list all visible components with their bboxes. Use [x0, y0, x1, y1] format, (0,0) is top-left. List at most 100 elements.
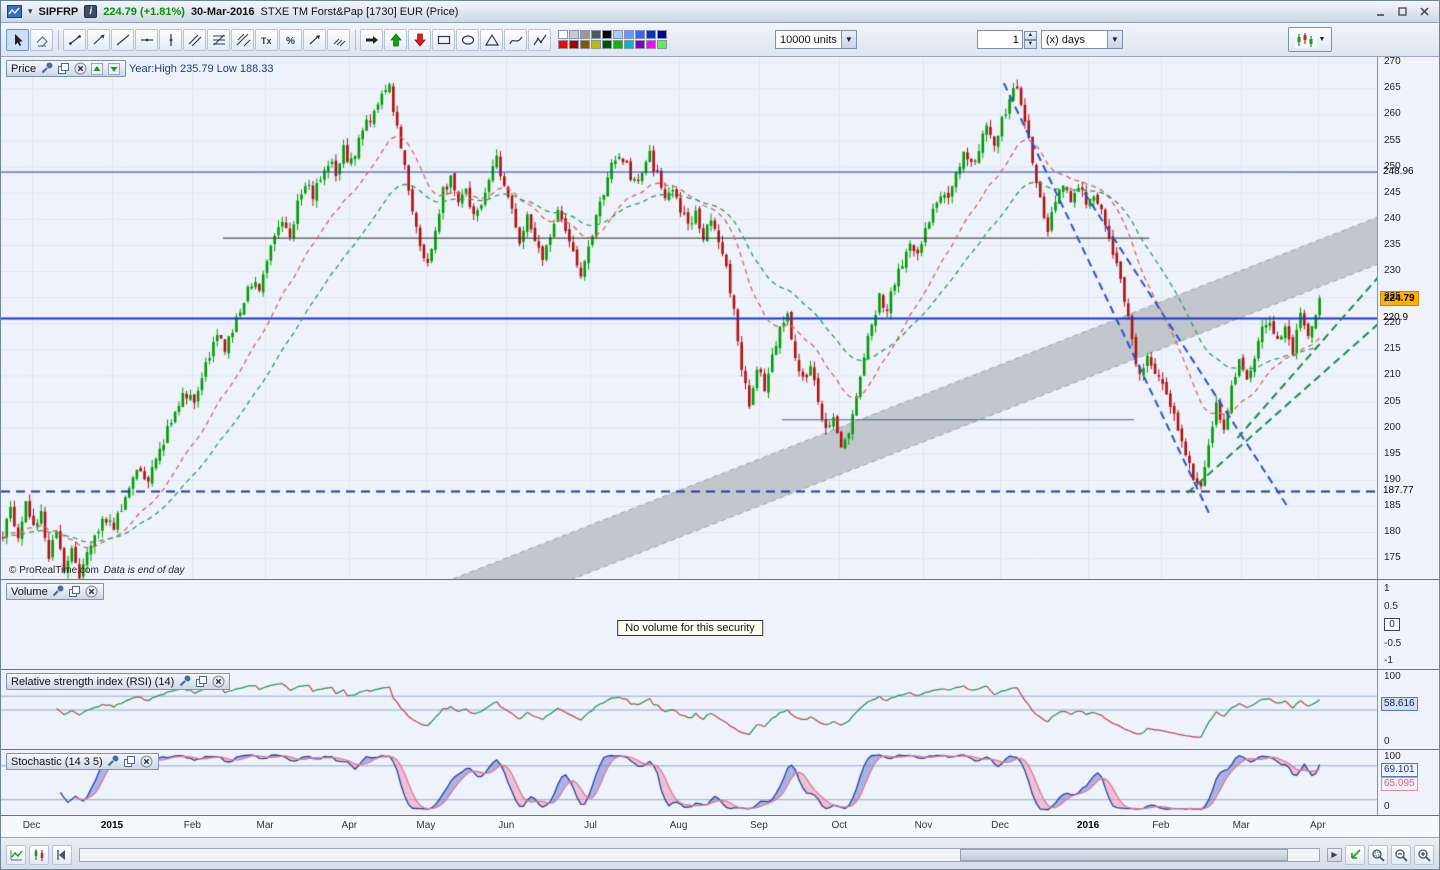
close-window-icon[interactable] [1417, 5, 1431, 19]
freehand-tool-icon[interactable] [504, 28, 527, 51]
palette-swatch[interactable] [613, 40, 623, 49]
axis-tick: 1 [1384, 583, 1390, 594]
palette-swatch[interactable] [569, 30, 579, 39]
interval-spinner[interactable]: ▲ ▼ [1023, 30, 1037, 49]
detach-window-icon[interactable] [194, 675, 208, 688]
palette-swatch[interactable] [580, 30, 590, 39]
triangle-tool-icon[interactable] [480, 28, 503, 51]
x-axis-label: Apr [341, 820, 358, 831]
palette-swatch[interactable] [624, 40, 634, 49]
palette-swatch[interactable] [657, 40, 667, 49]
trendline-tool-icon[interactable] [111, 28, 134, 51]
buy-up-arrow-icon[interactable] [384, 28, 407, 51]
detach-window-icon[interactable] [123, 755, 137, 768]
rsi-chart-canvas[interactable] [1, 670, 1379, 749]
close-panel-icon[interactable] [85, 585, 99, 598]
stochastic-panel-header: Stochastic (14 3 5) [6, 753, 159, 770]
palette-swatch[interactable] [646, 30, 656, 39]
eraser-tool-icon[interactable] [30, 28, 53, 51]
title-bar: ▾ SIPFRP i 224.79 (+1.81%) 30-Mar-2016 S… [1, 1, 1439, 23]
settings-wrench-icon[interactable] [177, 675, 191, 688]
axis-tick: 100 [1384, 751, 1401, 762]
close-panel-icon[interactable] [73, 62, 87, 75]
svg-text:Tx: Tx [261, 36, 272, 46]
rsi-panel-header: Relative strength index (RSI) (14) [6, 673, 231, 690]
info-button[interactable]: i [84, 5, 98, 18]
palette-swatch[interactable] [602, 40, 612, 49]
x-axis-label: Nov [914, 820, 933, 831]
palette-swatch[interactable] [569, 40, 579, 49]
price-chart-canvas[interactable] [1, 57, 1379, 579]
axis-tick: 250 [1384, 160, 1401, 172]
scroll-right-icon[interactable]: ▶ [1327, 847, 1342, 862]
stochastic-chart-canvas[interactable] [1, 750, 1379, 815]
polyline-tool-icon[interactable] [528, 28, 551, 51]
price-panel: Price Year:High 235.79 Low 188.33 © ProR… [1, 56, 1439, 579]
palette-swatch[interactable] [558, 30, 568, 39]
volume-panel: Volume No volume for this security 1 0.5… [1, 579, 1439, 669]
palette-swatch[interactable] [657, 30, 667, 39]
settings-wrench-icon[interactable] [106, 755, 120, 768]
zoom-in-icon[interactable] [1414, 844, 1434, 865]
palette-swatch[interactable] [591, 30, 601, 39]
palette-swatch[interactable] [635, 30, 645, 39]
palette-swatch[interactable] [558, 40, 568, 49]
forward-arrow-icon[interactable] [360, 28, 383, 51]
spinner-up-icon: ▲ [1023, 30, 1037, 40]
chart-objects-icon[interactable] [29, 844, 49, 865]
percent-tool-icon[interactable]: % [279, 28, 302, 51]
pitchfork-tool-icon[interactable] [231, 28, 254, 51]
fit-chart-icon[interactable] [1345, 844, 1365, 865]
sell-down-arrow-icon[interactable] [408, 28, 431, 51]
vertical-line-tool-icon[interactable] [159, 28, 182, 51]
fibonacci-tool-icon[interactable] [207, 28, 230, 51]
palette-swatch[interactable] [580, 40, 590, 49]
stochastic-panel: Stochastic (14 3 5) 100 0 69.101 65.095 [1, 749, 1439, 815]
interval-unit-select[interactable]: (x) days ▼ [1040, 30, 1123, 49]
ray-tool-icon[interactable] [87, 28, 110, 51]
axis-tick: 180 [1384, 526, 1401, 538]
horizontal-line-tool-icon[interactable] [135, 28, 158, 51]
settings-wrench-icon[interactable] [39, 62, 53, 75]
move-panel-up-icon[interactable] [90, 62, 104, 75]
segment-tool-icon[interactable] [63, 28, 86, 51]
scroll-back-icon[interactable] [52, 844, 72, 865]
maximize-icon[interactable] [1395, 5, 1409, 19]
axis-tick: 230 [1384, 265, 1401, 277]
horizontal-scrollbar[interactable] [79, 847, 1320, 862]
palette-swatch[interactable] [591, 40, 601, 49]
minimize-icon[interactable] [1373, 5, 1387, 19]
detach-window-icon[interactable] [68, 585, 82, 598]
axis-tick: 0.5 [1384, 600, 1398, 612]
hatch-lines-tool-icon[interactable] [327, 28, 350, 51]
text-tool-icon[interactable]: Tx [255, 28, 278, 51]
palette-swatch[interactable] [624, 30, 634, 39]
palette-swatch[interactable] [613, 30, 623, 39]
zoom-window-icon[interactable] [1368, 844, 1388, 865]
price-panel-header: Price [6, 60, 127, 77]
scrollbar-thumb[interactable] [959, 848, 1289, 861]
close-panel-icon[interactable] [140, 755, 154, 768]
draw-mode-icon[interactable] [6, 844, 26, 865]
palette-swatch[interactable] [602, 30, 612, 39]
axis-tick: 210 [1384, 369, 1401, 381]
symbol-dropdown-chevron-icon[interactable]: ▾ [28, 6, 33, 16]
palette-swatch[interactable] [646, 40, 656, 49]
channel-tool-icon[interactable] [183, 28, 206, 51]
chevron-down-icon: ▼ [1106, 31, 1122, 48]
rectangle-tool-icon[interactable] [432, 28, 455, 51]
move-panel-down-icon[interactable] [107, 62, 121, 75]
settings-wrench-icon[interactable] [51, 585, 65, 598]
units-select[interactable]: 10000 units ▼ [775, 30, 857, 49]
detach-window-icon[interactable] [56, 62, 70, 75]
close-panel-icon[interactable] [211, 675, 225, 688]
palette-swatch[interactable] [635, 40, 645, 49]
rsi-panel: Relative strength index (RSI) (14) 100 0… [1, 669, 1439, 749]
arrow-annotation-tool-icon[interactable] [303, 28, 326, 51]
ellipse-tool-icon[interactable] [456, 28, 479, 51]
chart-type-button[interactable]: ▼ [1288, 27, 1332, 52]
pointer-tool-icon[interactable] [6, 28, 29, 51]
interval-input[interactable]: 1 [976, 30, 1023, 49]
price-panel-title: Price [11, 62, 37, 75]
zoom-out-icon[interactable] [1391, 844, 1411, 865]
